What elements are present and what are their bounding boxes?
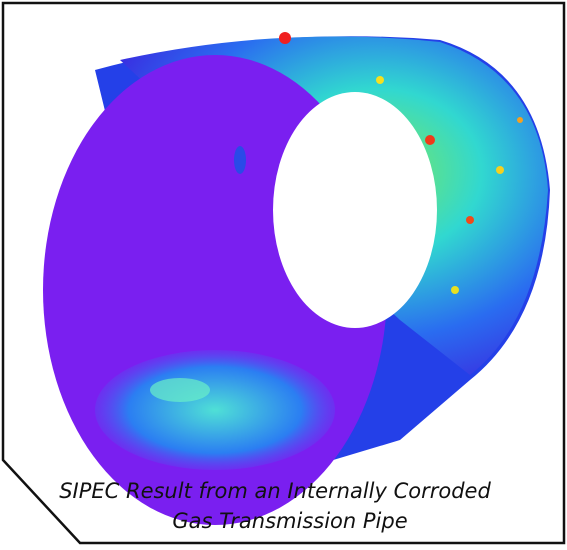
caption-line: Gas Transmission Pipe (172, 509, 407, 533)
figure: SIPEC Result from an Internally Corroded… (0, 0, 567, 546)
caption-line: SIPEC Result from an Internally Corroded (59, 479, 491, 503)
